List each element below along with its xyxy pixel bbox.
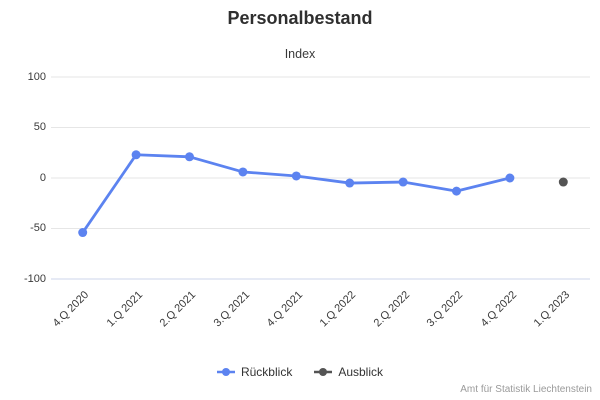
legend-item-label: Ausblick bbox=[338, 365, 384, 379]
series-0-data-point bbox=[185, 152, 194, 162]
y-axis-label: 100 bbox=[27, 70, 46, 83]
series-0-data-point bbox=[345, 178, 355, 188]
chart-subtitle: Index bbox=[284, 47, 316, 61]
series-0-data-point bbox=[505, 173, 515, 183]
series-0-line bbox=[81, 153, 511, 234]
y-axis-label: 0 bbox=[39, 171, 46, 184]
y-axis-label: -100 bbox=[23, 272, 46, 285]
series-0-data-point bbox=[452, 186, 461, 196]
chart-title: Personalbestand bbox=[227, 8, 373, 28]
legend-item-rueckblick[interactable]: Rückblick bbox=[216, 365, 293, 379]
credits-text: Amt für Statistik Liechtenstein bbox=[460, 384, 592, 395]
legend: Rückblick Ausblick bbox=[0, 363, 600, 381]
y-axis-label: -50 bbox=[30, 222, 46, 234]
series-0-data-point bbox=[78, 228, 88, 238]
series-0-data-point bbox=[238, 167, 248, 177]
line-dot-marker-icon bbox=[216, 368, 235, 376]
series-0-data-point bbox=[398, 177, 408, 187]
legend-item-ausblick[interactable]: Ausblick bbox=[314, 365, 383, 379]
series-0-data-point bbox=[131, 150, 141, 160]
series-0-data-point bbox=[291, 171, 301, 181]
line-dot-marker-icon bbox=[314, 368, 333, 376]
series-1-data-point bbox=[558, 177, 568, 187]
legend-item-label: Rückblick bbox=[240, 365, 293, 379]
y-axis-label: 50 bbox=[33, 121, 46, 133]
